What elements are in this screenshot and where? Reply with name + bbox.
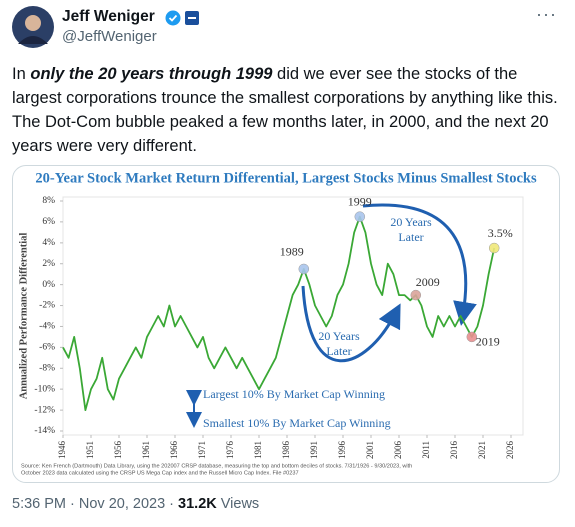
x-tick-label: 2016 [449, 441, 459, 460]
x-tick-label: 1996 [337, 441, 347, 460]
x-tick-label: 1986 [281, 441, 291, 460]
y-tick-label: -2% [39, 301, 55, 311]
highlight-label: 1989 [280, 245, 304, 259]
x-tick-label: 1966 [169, 441, 179, 460]
y-tick-label: 8% [42, 196, 55, 206]
timestamp[interactable]: 5:36 PM · Nov 20, 2023 · [12, 496, 179, 512]
avatar[interactable] [12, 6, 54, 48]
annotation: Later [398, 230, 423, 244]
tweet-text: In only the 20 years through 1999 did we… [12, 62, 560, 158]
annotation: 20 Years [390, 215, 432, 229]
badges [165, 10, 199, 26]
highlight-label: 1999 [348, 194, 372, 208]
x-tick-label: 2026 [505, 441, 515, 460]
highlight-point [466, 331, 478, 343]
y-tick-label: 6% [42, 217, 55, 227]
chart: 20-Year Stock Market Return Differential… [18, 170, 537, 476]
y-tick-label: 0% [42, 280, 55, 290]
highlight-label: 2019 [476, 335, 500, 349]
x-tick-label: 1971 [197, 441, 207, 459]
highlight-label: 2009 [416, 275, 440, 289]
author-name[interactable]: Jeff Weniger [62, 8, 155, 25]
y-tick-label: -4% [39, 322, 55, 332]
chart-image[interactable]: 20-Year Stock Market Return Differential… [12, 165, 560, 483]
text: did we ever see the stocks of the larges… [12, 65, 558, 155]
legend-down: Smallest 10% By Market Cap Winning [203, 416, 391, 430]
legend-up: Largest 10% By Market Cap Winning [203, 387, 385, 401]
x-tick-label: 1961 [141, 441, 151, 459]
y-tick-label: -8% [39, 363, 55, 373]
highlight-point [410, 289, 422, 301]
source-note: October 2023 data calculated using the C… [21, 470, 299, 476]
x-tick-label: 2021 [477, 441, 487, 459]
y-tick-label: 4% [42, 238, 55, 248]
emphasis: only the 20 years through 1999 [30, 65, 273, 83]
y-tick-label: -6% [39, 343, 55, 353]
highlight-point [488, 242, 500, 254]
annotation: 20 Years [318, 329, 360, 343]
y-tick-label: 2% [42, 259, 55, 269]
plot-frame [62, 196, 524, 436]
y-tick-label: -14% [34, 426, 55, 436]
views-label: Views [216, 496, 260, 512]
highlight-point [298, 263, 310, 275]
text: In [12, 65, 31, 83]
x-tick-label: 1951 [85, 441, 95, 459]
chart-title: 20-Year Stock Market Return Differential… [35, 170, 537, 186]
x-tick-label: 2001 [365, 441, 375, 459]
y-tick-label: -12% [34, 405, 55, 415]
x-tick-label: 1976 [225, 441, 235, 460]
arrow [362, 203, 477, 326]
source-note: Source: Ken French (Dartmouth) Data Libr… [21, 463, 412, 469]
x-tick-label: 1991 [309, 441, 319, 459]
x-tick-label: 1956 [113, 441, 123, 460]
y-axis-label: Annualized Performance Differential [18, 233, 29, 400]
x-tick-label: 1981 [253, 441, 263, 459]
tweet-meta: 5:36 PM · Nov 20, 2023 · 31.2K Views [12, 496, 259, 512]
views-count: 31.2K [178, 496, 217, 512]
more-button[interactable]: ··· [536, 4, 557, 24]
data-line [62, 215, 496, 411]
author-handle[interactable]: @JeffWeniger [62, 28, 157, 45]
y-tick-label: -10% [34, 384, 55, 394]
arrow [301, 285, 401, 363]
annotation: Later [326, 344, 351, 358]
highlight-label: 3.5% [488, 226, 513, 240]
highlight-point [354, 211, 366, 222]
x-tick-label: 2006 [393, 441, 403, 460]
x-tick-label: 2011 [421, 441, 431, 459]
x-tick-label: 1946 [57, 441, 67, 460]
